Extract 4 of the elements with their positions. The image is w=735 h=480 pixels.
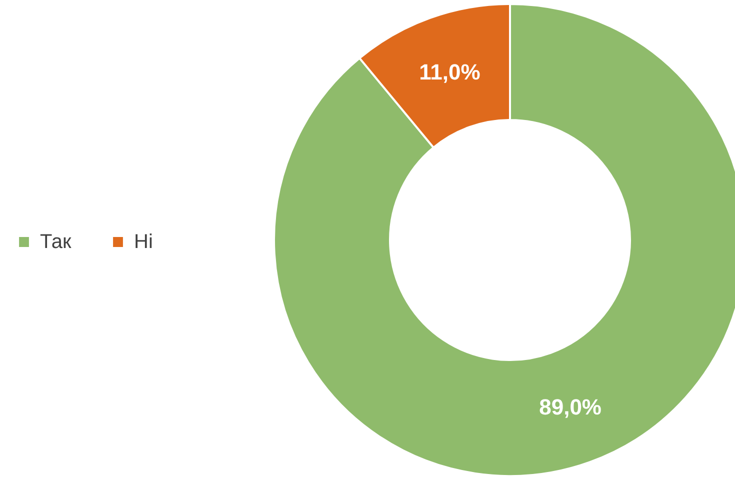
legend-label: Так — [40, 231, 72, 253]
data-label: 89,0% — [539, 394, 602, 420]
legend-label: Ні — [134, 231, 153, 253]
data-label: 11,0% — [419, 60, 480, 85]
